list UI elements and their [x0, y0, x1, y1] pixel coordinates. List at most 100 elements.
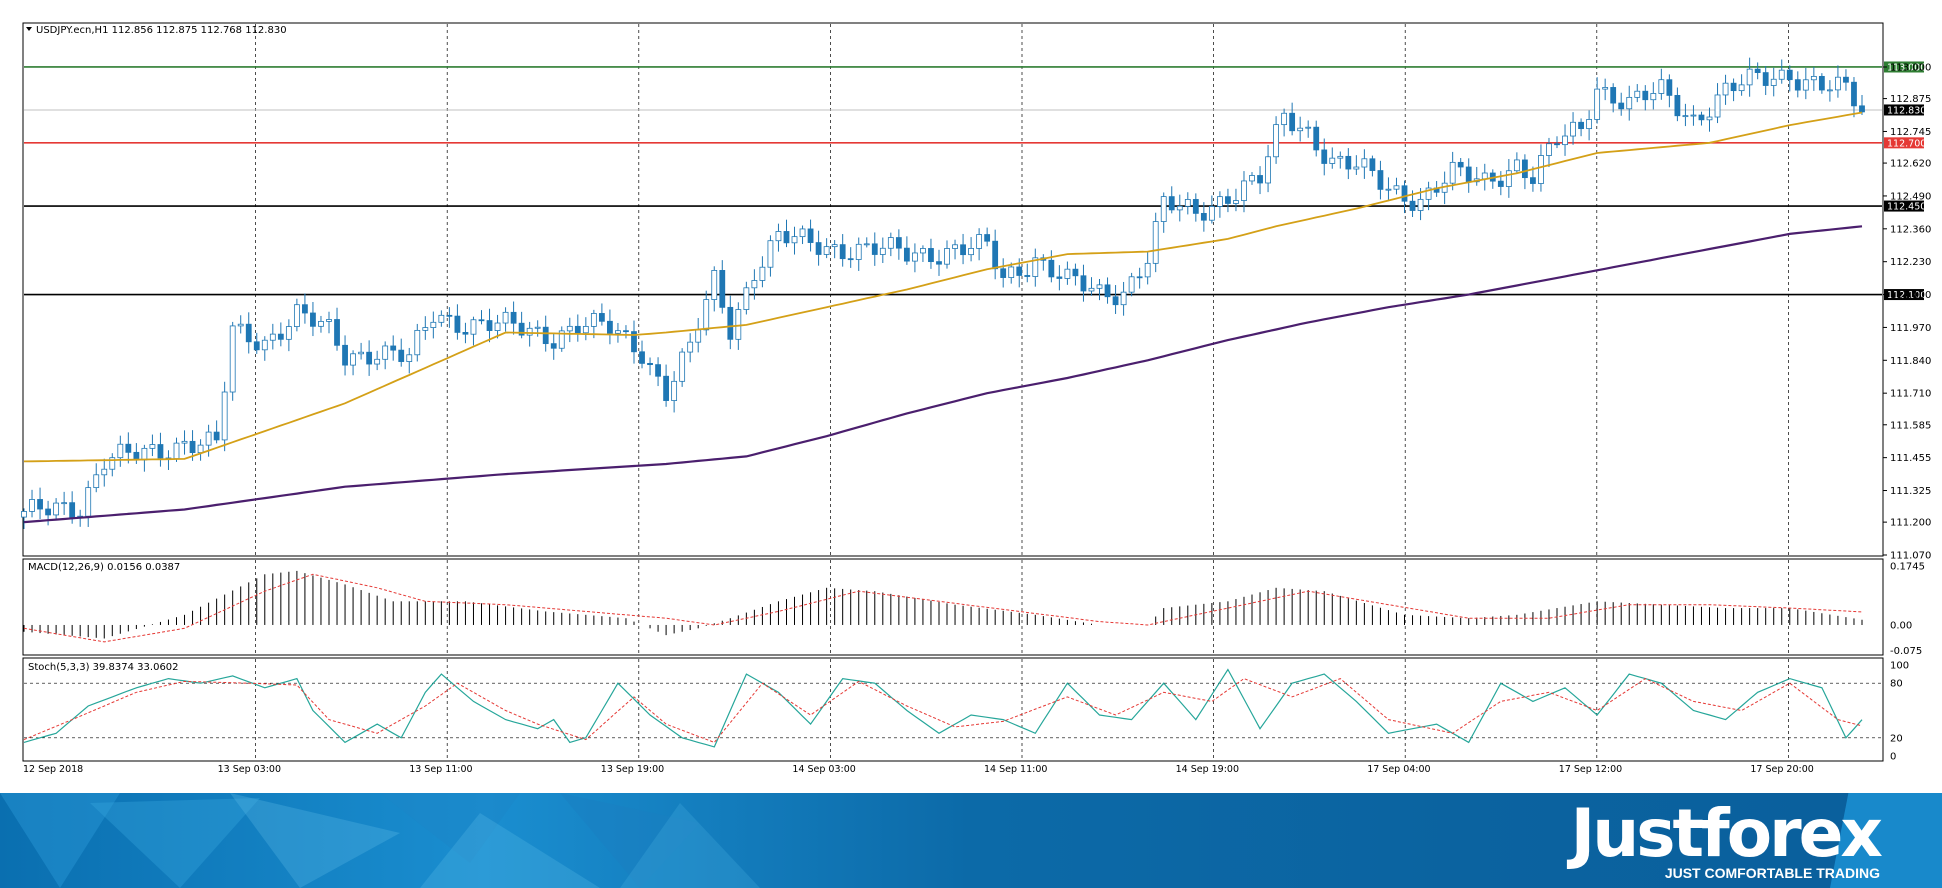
candle-body: [1080, 275, 1087, 292]
candle-body: [936, 261, 942, 265]
candle-body: [1794, 79, 1801, 91]
candle-body: [1521, 159, 1528, 179]
candle-body: [422, 327, 429, 331]
candle-body: [1570, 121, 1576, 137]
candle-body: [1152, 221, 1159, 264]
candle-body: [1674, 94, 1681, 117]
price-pane-title: USDJPY.ecn,H1 112.856 112.875 112.768 11…: [36, 25, 287, 36]
candle-body: [1457, 161, 1464, 168]
triangle-pattern: [0, 793, 1942, 888]
candle-body: [398, 349, 405, 362]
time-tick-label: 17 Sep 04:00: [1367, 764, 1430, 775]
candle-body: [1200, 212, 1207, 221]
candle-body: [960, 244, 966, 256]
stoch-d-line: [23, 678, 1863, 743]
candle-body: [53, 502, 60, 516]
candle-body: [847, 258, 854, 261]
candle-body: [141, 447, 148, 461]
candle-body: [743, 287, 750, 310]
candle-body: [21, 511, 27, 518]
candle-body: [366, 351, 373, 365]
candle-body: [871, 243, 878, 255]
brand-tagline: JUST COMFORTABLE TRADING: [1664, 865, 1880, 881]
candle-body: [823, 246, 830, 255]
candle-body: [1088, 287, 1095, 292]
candle-body: [1738, 84, 1745, 92]
time-tick-label: 14 Sep 11:00: [984, 764, 1047, 775]
candle-body: [277, 333, 284, 340]
collapse-triangle-icon[interactable]: [26, 27, 32, 31]
candle-body: [1706, 116, 1713, 121]
price-tick-label: 111.325: [1890, 486, 1931, 497]
level-price-label: 112.830: [1887, 105, 1926, 116]
stoch-tick-label: 20: [1890, 733, 1903, 744]
candle-body: [1618, 102, 1625, 110]
candle-body: [1128, 276, 1135, 293]
level-price-tag: [1884, 61, 1924, 73]
time-tick-label: 17 Sep 12:00: [1559, 764, 1622, 775]
candle-body: [261, 339, 268, 351]
stochastic-lines: [23, 668, 1882, 748]
candle-body: [478, 319, 485, 322]
stoch-tick-label: 100: [1890, 661, 1909, 672]
candle-body: [85, 487, 92, 517]
macd-axis: 0.1745 0.00 -0.075: [1890, 562, 1925, 657]
candle-body: [253, 341, 260, 351]
candle-body: [1249, 175, 1255, 182]
candle-body: [759, 266, 766, 281]
candle-body: [29, 499, 35, 512]
candle-body: [1497, 180, 1504, 187]
candle-body: [526, 327, 533, 336]
candle-body: [1353, 166, 1360, 170]
candle-body: [1465, 166, 1472, 183]
candle-body: [1144, 262, 1151, 278]
candle-body: [727, 306, 734, 340]
price-axis: 113.000 112.875 112.745 112.620 112.490 112.3…: [1883, 62, 1931, 562]
justforex-logo: Justforex: [1570, 795, 1883, 872]
candle-body: [1208, 206, 1215, 221]
candle-body: [799, 228, 806, 238]
candle-body: [1192, 199, 1199, 214]
level-price-label: 112.700: [1887, 138, 1926, 149]
candle-body: [1818, 75, 1825, 91]
candle-body: [735, 309, 742, 340]
candle-body: [1481, 172, 1488, 180]
candle-body: [566, 325, 573, 332]
price-tick-label: 112.620: [1890, 159, 1931, 170]
level-price-label: 112.450: [1887, 202, 1926, 213]
candle-body: [1513, 159, 1520, 172]
candle-body: [1425, 187, 1432, 200]
candle-body: [1562, 135, 1568, 146]
candles: [21, 57, 1865, 529]
candle-body: [855, 243, 862, 260]
time-tick-label: 13 Sep 03:00: [218, 764, 281, 775]
candle-body: [1690, 114, 1697, 117]
candle-body: [285, 326, 292, 340]
candle-body: [414, 329, 421, 356]
candle-body: [903, 247, 910, 262]
candle-body: [1056, 276, 1063, 279]
candle-body: [69, 502, 76, 518]
candle-body: [101, 468, 108, 476]
candle-body: [1851, 81, 1857, 107]
time-tick-label: 14 Sep 19:00: [1176, 764, 1239, 775]
level-price-label: 112.100: [1887, 290, 1926, 301]
candle-body: [430, 321, 437, 328]
candle-body: [1538, 155, 1544, 184]
candle-body: [815, 242, 822, 255]
macd-pane-frame: [22, 558, 1884, 656]
candle-body: [358, 351, 365, 355]
candle-body: [839, 244, 846, 260]
time-axis: 12 Sep 2018 13 Sep 03:00 13 Sep 11:00 13 Se…: [23, 764, 1814, 775]
candle-body: [695, 329, 702, 343]
stoch-axis: 100 80 20 0: [1890, 661, 1909, 763]
candle-body: [968, 248, 974, 256]
candle-body: [181, 440, 188, 444]
candle-body: [1666, 79, 1673, 96]
candle-body: [1000, 268, 1007, 278]
candle-body: [863, 243, 870, 246]
candle-body: [37, 499, 43, 510]
candle-body: [590, 313, 597, 327]
candle-body: [1225, 196, 1231, 204]
candle-body: [1401, 185, 1408, 202]
